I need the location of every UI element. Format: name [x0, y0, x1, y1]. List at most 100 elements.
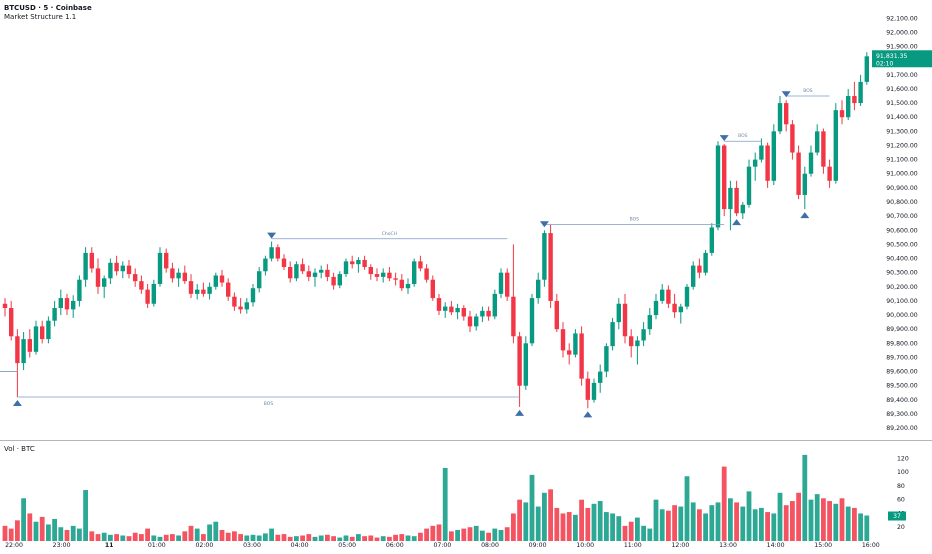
volume-bar — [796, 492, 801, 541]
volume-bar — [864, 515, 870, 541]
volume-label[interactable]: Vol · BTC — [4, 445, 35, 453]
candle-body — [232, 296, 237, 307]
candle-body — [257, 271, 262, 289]
volume-bar — [579, 499, 584, 541]
volume-bar — [697, 509, 702, 541]
candle — [213, 272, 218, 290]
volume-bar — [542, 492, 547, 541]
candle-body — [591, 382, 597, 400]
candle-body — [368, 267, 373, 275]
last-volume-value: 37 — [893, 513, 901, 520]
price-tick-label: 90,000.00 — [886, 312, 918, 319]
volume-tick-label: 60 — [897, 497, 905, 504]
candle — [170, 262, 175, 283]
candle-body — [306, 271, 311, 277]
candle — [306, 265, 311, 282]
volume-bar — [163, 534, 169, 541]
volume-bar — [374, 537, 380, 541]
volume-bar — [480, 530, 485, 541]
price-tick-label: 90,500.00 — [886, 241, 918, 248]
volume-tick-label: 120 — [897, 455, 909, 462]
candle-body — [424, 268, 429, 280]
candle-body — [139, 281, 144, 290]
volume-bar — [213, 521, 219, 541]
candle — [728, 180, 733, 231]
volume-bar — [424, 528, 429, 541]
candle-body — [9, 307, 14, 337]
volume-bar — [486, 532, 491, 541]
candle-body — [356, 259, 361, 265]
candle — [467, 310, 473, 333]
candle-body — [238, 306, 243, 310]
indicator-label[interactable]: Market Structure 1.1 — [4, 13, 77, 21]
candle-body — [430, 279, 435, 299]
candle-body — [728, 187, 733, 210]
volume-bar — [256, 535, 262, 541]
volume-bar — [300, 535, 305, 541]
candle-body — [27, 339, 32, 352]
candle — [58, 289, 63, 316]
price-tick-label: 92,100.00 — [886, 15, 918, 22]
price-tick-label: 91,000.00 — [886, 171, 918, 178]
price-tick-label: 90,100.00 — [886, 298, 918, 305]
candle — [40, 320, 45, 344]
candle — [864, 52, 869, 85]
candle-body — [151, 283, 156, 304]
candle-body — [486, 310, 491, 317]
price-tick-label: 89,300.00 — [886, 411, 918, 418]
time-tick-label: 06:00 — [386, 542, 404, 549]
symbol-title[interactable]: BTCUSD · 5 · Coinbase — [4, 4, 92, 12]
time-tick-label: 07:00 — [433, 542, 451, 549]
candle — [833, 103, 838, 184]
volume-bar — [461, 528, 467, 541]
candle — [610, 317, 615, 351]
candle — [188, 274, 194, 299]
candle-body — [771, 131, 776, 181]
candle — [715, 141, 721, 231]
swing-low-marker — [515, 409, 525, 416]
candle-body — [15, 336, 20, 364]
price-tick-label: 91,900.00 — [886, 44, 918, 51]
volume-bar — [436, 524, 442, 541]
volume-bar — [647, 528, 653, 541]
volume-bar — [194, 528, 200, 541]
volume-bar — [294, 536, 299, 541]
volume-bar — [678, 506, 684, 541]
candle — [591, 378, 597, 403]
candle-body — [455, 307, 460, 313]
candle-body — [71, 300, 76, 310]
candle-body — [573, 333, 578, 355]
volume-bar — [120, 535, 126, 541]
time-tick-label: 16:00 — [862, 542, 880, 549]
volume-bar — [597, 501, 603, 541]
candle — [461, 305, 466, 321]
time-tick-label: 15:00 — [814, 542, 832, 549]
volume-bar — [467, 527, 473, 541]
candle — [784, 100, 789, 132]
candle — [108, 258, 113, 284]
time-tick-label: 01:00 — [148, 542, 166, 549]
volume-bar — [703, 513, 708, 541]
price-tick-label: 91,400.00 — [886, 114, 918, 121]
volume-bar — [573, 514, 578, 541]
candle-body — [182, 272, 187, 282]
volume-bar — [585, 507, 591, 541]
candle — [77, 275, 82, 307]
volume-bar — [182, 531, 188, 541]
volume-bar — [442, 467, 448, 541]
volume-bar — [802, 454, 808, 541]
volume-bar — [77, 528, 82, 541]
volume-bar — [393, 534, 398, 541]
volume-bar — [523, 502, 529, 541]
structure-label: ChoCH — [382, 231, 397, 237]
candle-body — [715, 145, 721, 228]
volume-bar — [46, 524, 51, 541]
candle — [157, 247, 163, 287]
candle-body — [95, 268, 101, 287]
volume-bar — [312, 536, 318, 541]
candle — [356, 257, 361, 273]
volume-bar — [108, 534, 113, 541]
volume-bar — [39, 516, 45, 541]
price-tick-label: 90,600.00 — [886, 227, 918, 234]
